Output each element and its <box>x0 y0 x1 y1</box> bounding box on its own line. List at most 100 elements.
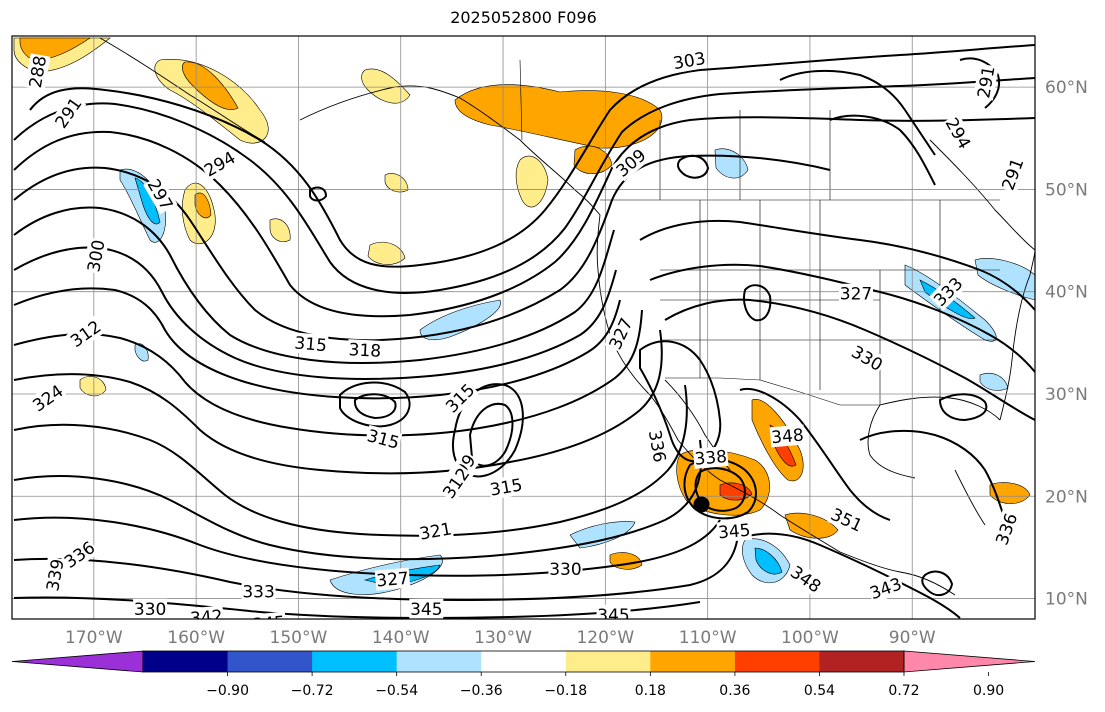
contour-line <box>13 384 688 537</box>
lon-tick-label: 170°W <box>65 628 123 648</box>
contour-line <box>639 219 1035 311</box>
contour-label-bg <box>59 536 100 573</box>
contour-line <box>13 206 615 364</box>
colorbar-tick-label: −0.18 <box>544 683 587 699</box>
shade-blue-band-3 <box>569 521 636 549</box>
contour-label-bg <box>847 341 887 376</box>
shade-pac-yellow-4 <box>384 173 409 193</box>
contour-label-bg <box>548 558 583 579</box>
colorbar-extend-low <box>11 650 144 673</box>
contour-label-text: 348 <box>770 426 804 449</box>
lon-tick-label: 120°W <box>576 628 634 648</box>
contour-label-text: 315 <box>294 333 328 356</box>
lon-tick-label: 160°W <box>167 628 225 648</box>
border-us-mexico <box>665 377 880 406</box>
contour-label: 315 <box>292 332 329 356</box>
contour-label-bg <box>374 567 411 591</box>
contour-label-text: 330 <box>549 560 581 580</box>
shade-alaska-orange <box>454 84 663 149</box>
contour-line <box>743 284 772 322</box>
contour-label: 345 <box>409 598 444 619</box>
contour-line <box>13 287 621 400</box>
contour-label-bg <box>188 605 225 619</box>
contour-label: 348 <box>769 424 806 449</box>
coastline-canada-east <box>929 139 1035 251</box>
contour-label-bg <box>928 272 968 311</box>
longitude-axis: 170°W 160°W 150°W 140°W 130°W 120°W 110°W 100°W… <box>65 628 936 648</box>
contour-line <box>734 532 961 619</box>
contour-line <box>13 154 831 342</box>
contour-label-text: 330 <box>134 600 166 620</box>
contour-label-bg <box>241 581 276 602</box>
lat-tick-label: 50°N <box>1045 180 1088 200</box>
contour-label: 300 <box>83 237 110 275</box>
contour-label: 327 <box>374 567 411 591</box>
colorbar-segment <box>565 651 651 672</box>
contour-line <box>13 309 643 437</box>
lat-tick-label: 40°N <box>1045 283 1088 303</box>
contour-line <box>921 570 954 597</box>
contour-label-bg <box>786 561 826 598</box>
contour-label-bg <box>941 113 976 153</box>
contour-label-text: 345 <box>717 521 751 544</box>
shade-caribbean-orange <box>989 482 1031 504</box>
contour-label-bg <box>65 315 106 352</box>
contour-line <box>829 114 936 186</box>
shade-west-yellow <box>79 376 107 397</box>
colorbar-segment <box>819 651 905 672</box>
contour-label-text: 318 <box>348 340 381 362</box>
lon-tick-label: 140°W <box>372 628 430 648</box>
shade-gulf-yellow <box>361 68 411 104</box>
contour-line <box>664 298 1035 421</box>
contour-label: 318 <box>347 339 383 362</box>
contour-label-bg <box>83 237 109 275</box>
contour-label-bg <box>42 556 68 594</box>
colorbar-frame <box>142 650 905 673</box>
contour-label-bg <box>50 93 87 133</box>
contour-label: 303 <box>670 47 708 74</box>
colorbar-segment <box>396 651 482 672</box>
colorbar-extend-high <box>903 650 1036 673</box>
contour-label: 330 <box>548 558 583 580</box>
contour-line <box>339 381 411 428</box>
lat-tick-label: 60°N <box>1045 78 1088 98</box>
contour-label-bg <box>199 146 240 182</box>
contour-line <box>29 44 1035 268</box>
contour-label: 338 <box>692 445 729 470</box>
contour-line <box>13 439 703 561</box>
contour-line <box>739 387 891 521</box>
colorbar-tick-label: 0.72 <box>888 683 919 699</box>
coastline-east-us <box>999 249 1035 421</box>
colorbar-tick-label: −0.72 <box>291 683 334 699</box>
contour-label-bg <box>997 154 1028 194</box>
contour-label-bg <box>409 598 444 619</box>
shade-coast-yellow <box>515 155 549 208</box>
latitude-axis: 60°N 50°N 40°N 30°N 20°N 10°N <box>1045 78 1088 609</box>
contour-line <box>859 429 1006 521</box>
contour-label-bg <box>973 63 999 101</box>
contour-label-bg <box>692 445 729 469</box>
contour-label-bg <box>28 380 68 417</box>
coastline-mexico-pac <box>677 439 901 573</box>
contour-label-bg <box>991 509 1022 549</box>
coastline-alaska <box>99 37 601 216</box>
contour-label-bg <box>440 378 480 418</box>
colorbar-segment <box>227 651 313 672</box>
contour-label: 333 <box>241 581 276 602</box>
lon-tick-label: 100°W <box>781 628 839 648</box>
contour-label-bg <box>364 424 403 454</box>
contour-label: 330 <box>133 598 168 620</box>
lat-tick-label: 10°N <box>1045 590 1088 610</box>
contour-label-bg <box>838 283 873 304</box>
contour-label: 345 <box>716 519 753 544</box>
contour-label-text: 342 <box>189 607 223 630</box>
contour-label-bg <box>292 332 329 356</box>
contour-label: 327 <box>838 283 873 305</box>
contour-line <box>694 467 746 512</box>
contour-label-bg <box>417 518 455 544</box>
contour-label: 342 <box>188 605 225 630</box>
colorbar-tick-label: −0.90 <box>206 683 249 699</box>
tropical-cyclone-marker <box>693 496 710 513</box>
